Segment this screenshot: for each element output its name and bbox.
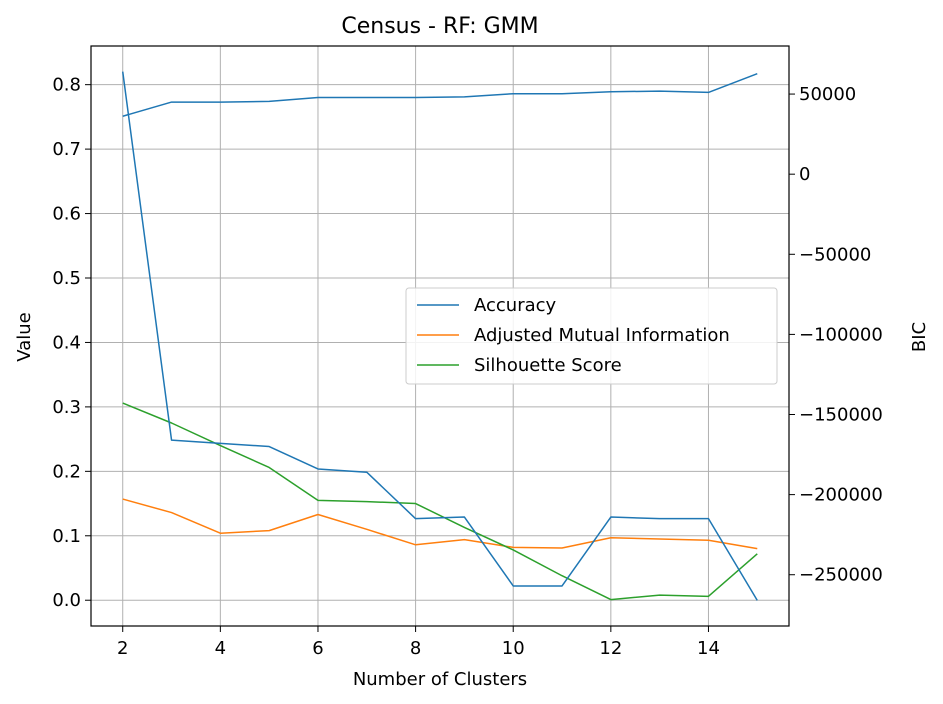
y-axis-ticks: 0.0 0.1 0.2 0.3 0.4 0.5 0.6 0.7 0.8	[52, 75, 91, 611]
y-tick-label: 0.1	[52, 526, 81, 547]
legend-label-accuracy: Accuracy	[474, 295, 557, 316]
y-tick-label: 0.6	[52, 204, 81, 225]
x-tick-label: 4	[215, 638, 226, 659]
y-tick-label: 0.2	[52, 461, 81, 482]
y2-tick-label: −250000	[799, 565, 883, 586]
legend: Accuracy Adjusted Mutual Information Sil…	[405, 287, 778, 385]
y-tick-label: 0.8	[52, 75, 81, 96]
y2-tick-label: 50000	[799, 84, 856, 105]
x-tick-label: 14	[697, 638, 720, 659]
y2-tick-label: −100000	[799, 324, 883, 345]
legend-label-silhouette: Silhouette Score	[474, 355, 622, 376]
y2-tick-label: 0	[799, 164, 810, 185]
x-tick-label: 10	[502, 638, 525, 659]
x-tick-label: 12	[599, 638, 622, 659]
y2-tick-label: −200000	[799, 485, 883, 506]
series-accuracy-line	[122, 73, 758, 117]
legend-box	[405, 287, 778, 385]
chart-title: Census - RF: GMM	[341, 14, 538, 39]
x-axis-title: Number of Clusters	[353, 669, 527, 690]
series-silhouette-line	[122, 402, 758, 601]
x-axis-ticks: 2 4 6 8 10 12 14	[117, 626, 720, 659]
y2-tick-label: −150000	[799, 405, 883, 426]
y-tick-label: 0.0	[52, 590, 81, 611]
y-tick-label: 0.7	[52, 139, 81, 160]
y-tick-label: 0.4	[52, 332, 81, 353]
plot-frame	[90, 45, 790, 627]
x-tick-label: 6	[312, 638, 323, 659]
x-tick-label: 8	[410, 638, 421, 659]
grid	[91, 46, 789, 626]
y2-tick-label: −50000	[799, 244, 871, 265]
y-axis-title: Value	[14, 312, 35, 361]
series-bic-line	[121, 71, 758, 601]
x-tick-label: 2	[117, 638, 128, 659]
y-tick-label: 0.5	[52, 268, 81, 289]
series-lines	[121, 71, 758, 601]
y-tick-label: 0.3	[52, 397, 81, 418]
y2-axis-ticks: 50000 0 −50000 −100000 −150000 −200000 −250000	[789, 84, 883, 586]
y2-axis-title: BIC	[909, 322, 930, 352]
series-ami-line	[122, 498, 758, 550]
legend-label-ami: Adjusted Mutual Information	[474, 325, 730, 346]
